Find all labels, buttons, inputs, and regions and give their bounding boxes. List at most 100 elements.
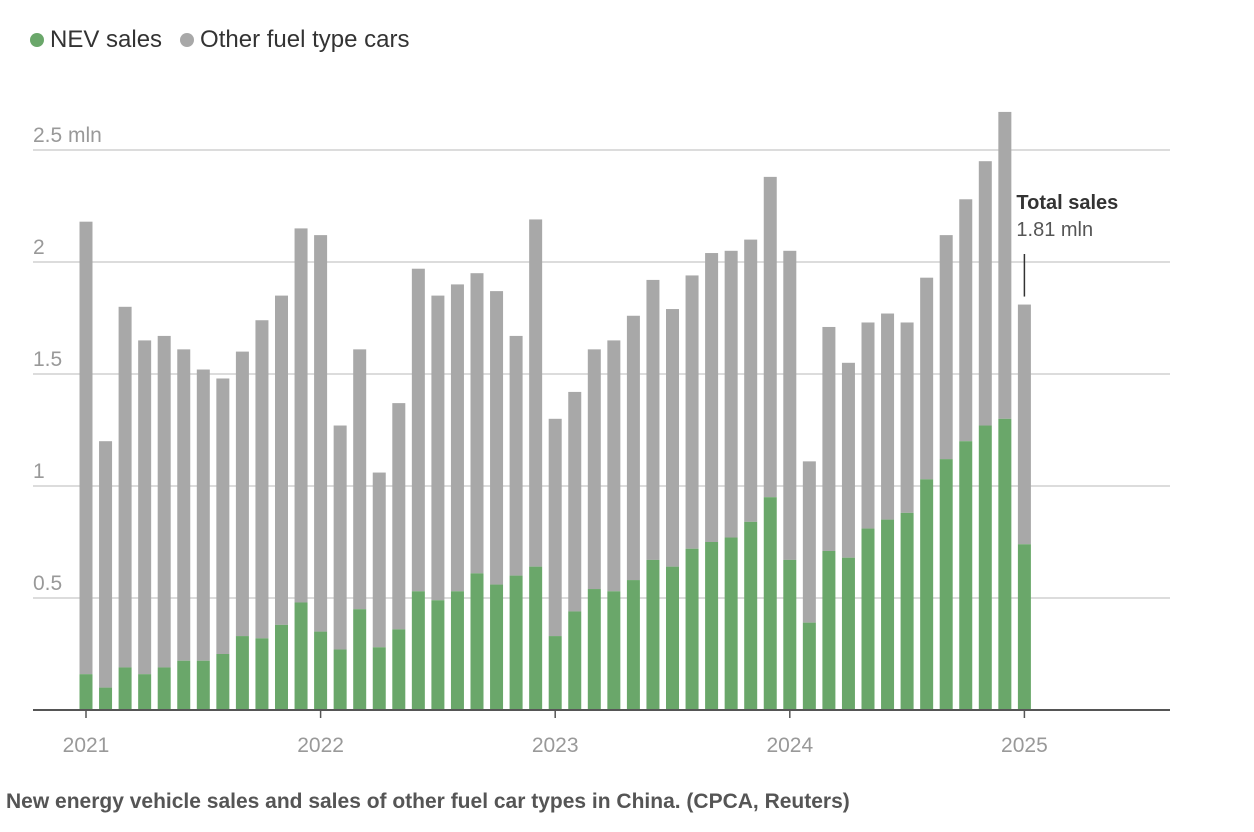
bar-nev	[920, 479, 934, 710]
bar-nev	[509, 575, 523, 710]
bar-nev	[138, 674, 152, 710]
bar-other	[841, 362, 855, 558]
bar-nev	[705, 542, 719, 710]
stacked-bar-chart: 0.5 1 1.5 2 2.5 mln 2021 2022 2023 2024 2025 Total…	[33, 111, 1170, 757]
y-tick-label: 0.5	[33, 572, 62, 595]
bar-other	[685, 275, 699, 549]
bar-other	[529, 219, 543, 567]
bar-nev	[1017, 544, 1031, 710]
legend-swatch-other	[180, 33, 195, 47]
bar-nev	[607, 591, 621, 710]
bar-nev	[490, 584, 504, 710]
bar-other	[763, 176, 777, 498]
y-tick-label: 1.5	[33, 348, 62, 371]
bar-nev	[450, 591, 464, 710]
x-tick-label: 2021	[63, 734, 110, 757]
bar-nev	[568, 611, 582, 710]
bar-other	[470, 273, 484, 574]
bar-other	[802, 461, 816, 623]
bar-nev	[646, 559, 660, 710]
bar-other	[881, 313, 895, 520]
bar-other	[568, 391, 582, 612]
bar-other	[978, 161, 992, 426]
bar-other	[626, 315, 640, 581]
x-tick-label: 2022	[297, 734, 344, 757]
bar-other	[196, 369, 210, 661]
bar-nev	[978, 425, 992, 710]
bar-other	[548, 418, 562, 637]
bar-nev	[118, 667, 132, 710]
bar-other	[607, 340, 621, 592]
bar-other	[646, 279, 660, 560]
annotation-value: 1.81 mln	[1016, 219, 1093, 241]
y-tick-label: 2.5 mln	[33, 124, 102, 147]
bar-other	[822, 326, 836, 551]
bar-other	[79, 221, 93, 675]
bar-other	[431, 295, 445, 601]
bar-other	[138, 340, 152, 675]
bar-other	[392, 403, 406, 630]
bar-nev	[372, 647, 386, 710]
bar-nev	[802, 622, 816, 710]
bar-nev	[587, 589, 601, 710]
bar-nev	[157, 667, 171, 710]
bar-nev	[79, 674, 93, 710]
bar-other	[939, 235, 953, 460]
y-tick-label: 1	[33, 460, 45, 483]
bar-nev	[392, 629, 406, 710]
bar-nev	[548, 636, 562, 710]
bar-nev	[431, 600, 445, 710]
bar-other	[959, 199, 973, 442]
bar-nev	[724, 537, 738, 710]
bar-nev	[470, 573, 484, 710]
bar-other	[333, 425, 347, 650]
bar-nev	[744, 521, 758, 710]
bar-nev	[216, 654, 230, 710]
bar-other	[177, 349, 191, 661]
bar-other	[861, 322, 875, 529]
bar-nev	[822, 550, 836, 710]
bar-other	[587, 349, 601, 590]
bar-nev	[255, 638, 269, 710]
bar-nev	[275, 624, 288, 710]
bar-other	[724, 250, 738, 538]
bar-nev	[529, 566, 543, 710]
legend-label-other: Other fuel type cars	[200, 26, 410, 53]
bar-other	[509, 335, 523, 576]
legend-item-nev: NEV sales	[30, 26, 162, 54]
bar-other	[353, 349, 367, 610]
bar-nev	[783, 559, 797, 710]
bar-other	[705, 253, 719, 543]
bar-nev	[841, 557, 855, 710]
legend: NEV sales Other fuel type cars	[30, 26, 409, 54]
legend-label-nev: NEV sales	[50, 26, 163, 53]
bar-other	[411, 268, 425, 592]
bar-nev	[196, 660, 210, 710]
bar-nev	[411, 591, 425, 710]
bar-nev	[626, 580, 640, 710]
bar-nev	[177, 660, 191, 710]
bar-nev	[314, 631, 328, 710]
bar-nev	[998, 418, 1012, 710]
bar-other	[783, 250, 797, 560]
bar-nev	[881, 519, 895, 710]
bar-other	[216, 378, 230, 654]
bar-nev	[333, 649, 347, 710]
bar-other	[372, 472, 386, 648]
bar-other	[294, 228, 308, 603]
bar-other	[118, 306, 132, 668]
bar-nev	[939, 459, 953, 710]
bar-nev	[353, 609, 367, 710]
annotation-title: Total sales	[1016, 192, 1118, 214]
bar-nev	[99, 687, 113, 710]
bar-nev	[959, 441, 973, 710]
bar-nev	[235, 636, 249, 710]
bar-other	[490, 291, 504, 585]
bar-other	[235, 351, 249, 637]
legend-swatch-nev	[30, 33, 44, 47]
x-tick-label: 2024	[766, 734, 813, 757]
bar-other	[255, 320, 269, 639]
bar-other	[1017, 304, 1031, 545]
bar-nev	[685, 548, 699, 710]
bar-nev	[666, 566, 679, 710]
